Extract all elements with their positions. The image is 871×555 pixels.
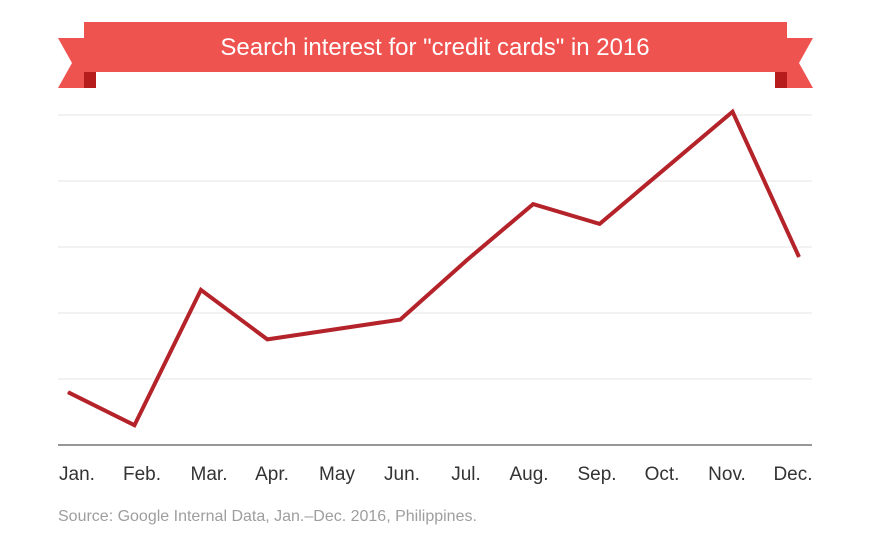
source-note: Source: Google Internal Data, Jan.–Dec. … xyxy=(58,508,477,525)
x-tick-label: Dec. xyxy=(773,464,812,485)
title-banner: Search interest for "credit cards" in 20… xyxy=(58,22,813,88)
x-tick-label: Mar. xyxy=(191,464,228,485)
banner-left-fold xyxy=(84,72,96,88)
data-point xyxy=(599,223,601,225)
data-point xyxy=(732,111,734,113)
series-group xyxy=(67,108,801,428)
data-point xyxy=(399,319,401,321)
x-tick-label: Aug. xyxy=(509,464,548,485)
data-point xyxy=(333,329,335,330)
data-point xyxy=(133,424,135,426)
grid-lines xyxy=(58,114,812,380)
data-point xyxy=(798,256,800,258)
x-tick-label: Sep. xyxy=(577,464,616,485)
x-tick-label: Feb. xyxy=(123,464,161,485)
data-point xyxy=(67,391,69,393)
x-tick-label: Oct. xyxy=(645,464,680,485)
data-point xyxy=(266,338,268,340)
x-tick-label: May xyxy=(319,464,355,485)
chart-title: Search interest for "credit cards" in 20… xyxy=(220,34,649,61)
banner-right-fold xyxy=(775,72,787,88)
data-point xyxy=(466,259,468,261)
banner-body xyxy=(84,22,787,72)
data-point xyxy=(532,203,534,205)
series-line xyxy=(67,108,801,428)
x-tick-label: Jan. xyxy=(59,464,95,485)
x-tick-label: Apr. xyxy=(255,464,289,485)
x-tick-labels: Jan. Feb. Mar. Apr. May Jun. Jul. Aug. Sep. Oct. N… xyxy=(59,464,813,485)
data-point xyxy=(200,289,202,291)
data-point xyxy=(665,167,667,169)
x-tick-label: Nov. xyxy=(708,464,746,485)
x-tick-label: Jun. xyxy=(384,464,420,485)
x-tick-label: Jul. xyxy=(451,464,481,485)
